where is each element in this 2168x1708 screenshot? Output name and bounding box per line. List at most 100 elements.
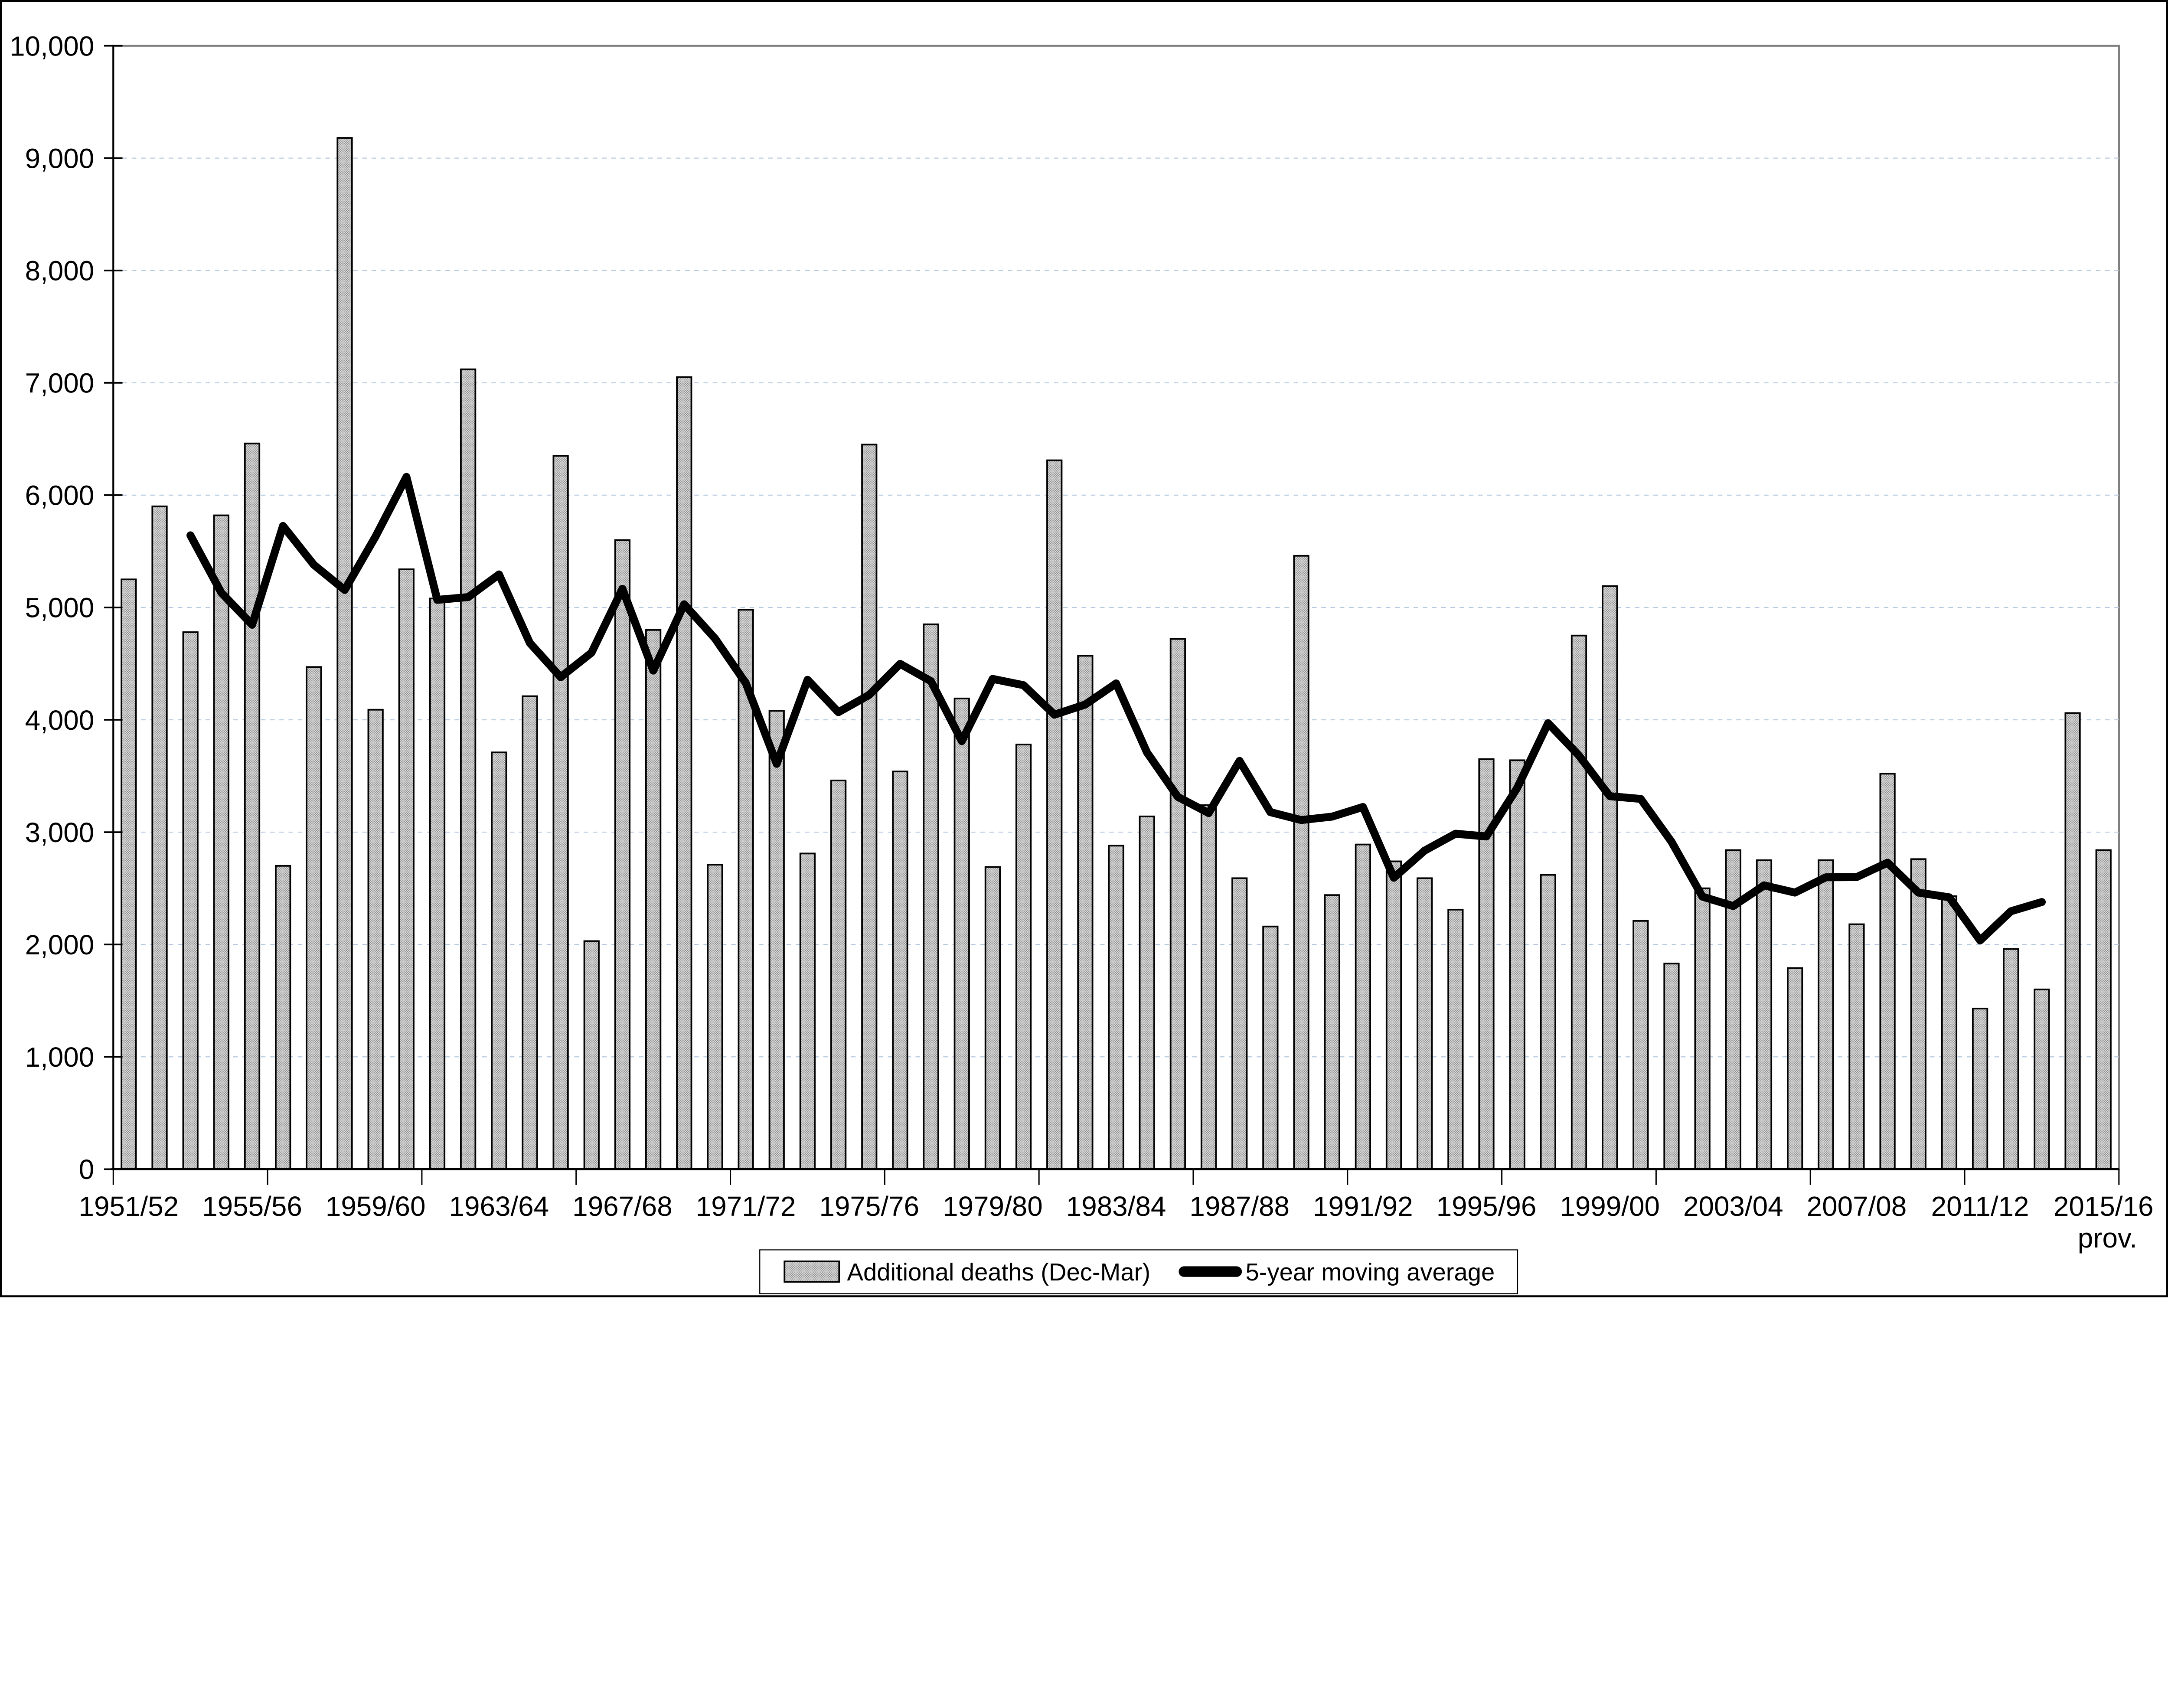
bar	[306, 666, 322, 1170]
y-tick-label: 7,000	[25, 368, 95, 399]
bar	[1324, 894, 1340, 1170]
x-tick-label: 1995/96	[1437, 1191, 1537, 1222]
bar	[1293, 555, 1309, 1170]
bar	[1077, 655, 1094, 1170]
bar	[2034, 988, 2050, 1170]
bar	[583, 940, 600, 1170]
bar	[1262, 925, 1279, 1170]
bar	[1169, 638, 1186, 1170]
bar	[1602, 585, 1618, 1170]
bar	[1355, 843, 1371, 1170]
x-tick-label: 1979/80	[943, 1191, 1043, 1222]
bar	[1417, 877, 1433, 1170]
y-tick-label: 6,000	[25, 480, 95, 511]
bar	[522, 695, 538, 1170]
bar	[1200, 804, 1217, 1170]
y-tick-label: 5,000	[25, 592, 95, 624]
bar	[1108, 845, 1124, 1170]
y-tick-label: 1,000	[25, 1042, 95, 1073]
bar	[552, 455, 569, 1170]
bar	[491, 751, 507, 1170]
bar	[1972, 1007, 1988, 1170]
bar	[953, 697, 970, 1170]
bar	[429, 598, 446, 1170]
bar	[830, 780, 847, 1170]
bar	[676, 376, 692, 1170]
bar	[768, 710, 785, 1170]
x-tick-label: 2011/12	[1931, 1191, 2029, 1222]
x-tick-label: 1959/60	[326, 1191, 426, 1222]
bar	[1694, 887, 1711, 1170]
legend-bar-swatch	[784, 1261, 840, 1283]
bar	[1447, 908, 1464, 1170]
bar	[1910, 858, 1926, 1170]
outer-border	[0, 0, 2168, 1297]
bar	[1663, 963, 1680, 1170]
bar	[244, 442, 261, 1170]
y-tick-label: 4,000	[25, 705, 95, 736]
y-tick-label: 2,000	[25, 929, 95, 960]
legend-bar-label: Additional deaths (Dec-Mar)	[847, 1258, 1151, 1286]
bar	[1756, 859, 1773, 1170]
bar	[892, 771, 908, 1170]
bar	[460, 368, 477, 1170]
bar	[707, 864, 723, 1170]
x-tick-label: 1991/92	[1313, 1191, 1413, 1222]
winter-mortality-chart: 0 1,000 2,000 3,000 4,000 5,000 6,000 7,000 8,00…	[0, 0, 2168, 1297]
bar	[336, 137, 353, 1170]
y-tick-label: 0	[79, 1154, 94, 1185]
bar	[1848, 923, 1865, 1170]
bar	[1015, 744, 1032, 1170]
x-tick-label: 2015/16	[2054, 1191, 2154, 1222]
bar	[1046, 459, 1063, 1170]
plot-area: 0 1,000 2,000 3,000 4,000 5,000 6,000 7,000 8,00…	[10, 30, 2153, 1254]
bar	[1385, 860, 1402, 1170]
x-tick-label: 1987/88	[1189, 1191, 1290, 1222]
bar	[984, 866, 1001, 1170]
bar	[1633, 920, 1649, 1170]
x-tick-label-suffix: prov.	[2078, 1222, 2137, 1254]
bar	[1941, 895, 1958, 1170]
x-tick-label: 1999/00	[1560, 1191, 1660, 1222]
bar	[1570, 634, 1587, 1170]
y-tick-label: 3,000	[25, 817, 95, 848]
bar	[1818, 859, 1834, 1170]
bar	[1478, 758, 1495, 1170]
x-tick-label: 1967/68	[572, 1191, 673, 1222]
bar	[1879, 773, 1896, 1170]
bar	[367, 709, 384, 1170]
bar	[2003, 948, 2019, 1170]
legend-line-label: 5-year moving average	[1246, 1258, 1495, 1286]
x-tick-label: 1983/84	[1066, 1191, 1166, 1222]
bar	[1139, 815, 1155, 1170]
legend: Additional deaths (Dec-Mar) 5-year movin…	[759, 1249, 1518, 1294]
bar	[923, 623, 939, 1170]
x-tick-label: 2003/04	[1683, 1191, 1783, 1222]
bar	[121, 578, 137, 1170]
bar	[1231, 877, 1248, 1170]
bar	[2064, 712, 2081, 1170]
y-tick-label: 10,000	[10, 30, 94, 62]
x-tick-label: 1951/52	[79, 1191, 179, 1222]
bar	[2095, 849, 2112, 1170]
x-tick-label: 1971/72	[696, 1191, 796, 1222]
bar	[275, 865, 291, 1170]
y-tick-label: 9,000	[25, 143, 95, 174]
legend-box	[759, 1249, 1518, 1294]
bar	[1540, 874, 1556, 1170]
bar	[1509, 759, 1525, 1170]
x-tick-label: 1975/76	[819, 1191, 919, 1222]
x-tick-label: 2007/08	[1807, 1191, 1907, 1222]
chart-canvas: 0 1,000 2,000 3,000 4,000 5,000 6,000 7,000 8,00…	[0, 0, 2168, 1297]
x-tick-label: 1963/64	[449, 1191, 549, 1222]
bar	[151, 505, 168, 1170]
bar	[213, 514, 229, 1170]
bar	[861, 444, 878, 1170]
moving-average-line	[186, 473, 2046, 944]
bar	[1787, 967, 1803, 1170]
y-tick-label: 8,000	[25, 255, 95, 287]
bar	[614, 539, 631, 1170]
bar	[645, 629, 662, 1170]
bar	[799, 852, 816, 1170]
x-tick-label: 1955/56	[202, 1191, 302, 1222]
